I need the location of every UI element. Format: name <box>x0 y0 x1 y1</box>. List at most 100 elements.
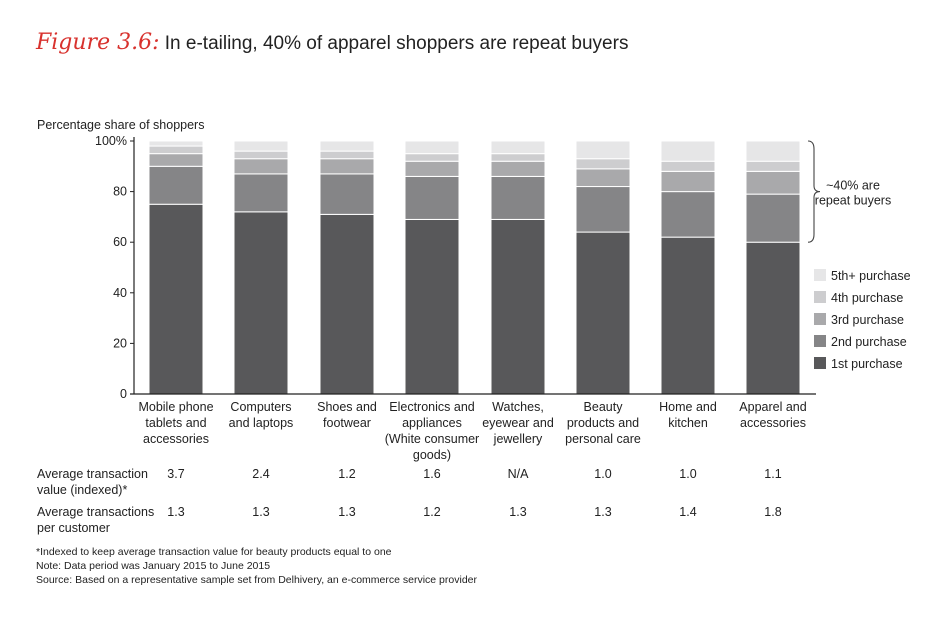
bar-segment-5th-purchase <box>319 140 375 152</box>
legend-label: 4th purchase <box>831 291 903 305</box>
x-category-label: footwear <box>323 416 371 430</box>
y-tick-label: 80 <box>113 185 127 199</box>
x-category-label: kitchen <box>668 416 708 430</box>
bar-segment-4th-purchase <box>148 145 204 155</box>
x-category-label: Beauty <box>584 400 624 414</box>
x-category-label: eyewear and <box>482 416 554 430</box>
bar-segment-5th-purchase <box>660 140 716 162</box>
x-category-label: products and <box>567 416 639 430</box>
bar-segment-1st-purchase <box>660 236 716 395</box>
x-category-label: tablets and <box>145 416 206 430</box>
legend-label: 1st purchase <box>831 357 903 371</box>
metric-row-label: Average transactions <box>37 505 154 519</box>
bar-segment-3rd-purchase <box>575 168 631 188</box>
x-category-label: Electronics and <box>389 400 475 414</box>
bar-segment-2nd-purchase <box>745 193 801 243</box>
x-category-label: (White consumer <box>385 432 479 446</box>
y-tick-label: 60 <box>113 235 127 249</box>
metric-value: 1.3 <box>338 505 355 519</box>
bar-segment-4th-purchase <box>575 158 631 170</box>
y-tick-label: 0 <box>120 387 127 401</box>
bar-segment-2nd-purchase <box>660 191 716 238</box>
bar-segment-2nd-purchase <box>575 186 631 233</box>
bar-segment-1st-purchase <box>745 241 801 395</box>
y-tick-label: 100% <box>95 134 127 148</box>
bar-segment-1st-purchase <box>490 218 546 395</box>
bar-segment-2nd-purchase <box>319 173 375 215</box>
bar-segment-4th-purchase <box>490 153 546 162</box>
bar-segment-2nd-purchase <box>490 175 546 220</box>
bar-segment-4th-purchase <box>745 160 801 172</box>
metric-value: 3.7 <box>167 467 184 481</box>
bar-segment-3rd-purchase <box>660 170 716 193</box>
metric-value: 1.3 <box>509 505 526 519</box>
footnote-indexed: *Indexed to keep average transaction val… <box>36 546 392 558</box>
legend-label: 3rd purchase <box>831 313 904 327</box>
legend-swatch <box>814 335 826 347</box>
x-category-label: accessories <box>740 416 806 430</box>
metric-row-label: value (indexed)* <box>37 483 127 497</box>
bar-segment-4th-purchase <box>319 150 375 160</box>
metric-value: 1.0 <box>679 467 696 481</box>
bar-segment-3rd-purchase <box>319 158 375 175</box>
metric-value: 1.3 <box>252 505 269 519</box>
metric-value: 1.8 <box>764 505 781 519</box>
bar-segment-3rd-purchase <box>148 153 204 167</box>
footnote-source: Source: Based on a representative sample… <box>36 574 477 586</box>
bar-segment-4th-purchase <box>660 160 716 172</box>
x-category-label: goods) <box>413 448 451 462</box>
metric-value: 1.1 <box>764 467 781 481</box>
x-category-label: Apparel and <box>739 400 806 414</box>
annotation-text: ~40% are <box>826 179 880 193</box>
y-tick-label: 40 <box>113 286 127 300</box>
bar-segment-1st-purchase <box>575 231 631 395</box>
figure-label: Figure 3.6: <box>36 30 160 55</box>
bar-segment-4th-purchase <box>233 150 289 160</box>
metric-value: 1.2 <box>423 505 440 519</box>
bar-segment-3rd-purchase <box>233 158 289 175</box>
y-axis-title: Percentage share of shoppers <box>37 118 204 132</box>
bar-segment-4th-purchase <box>404 153 460 162</box>
metric-value: 1.0 <box>594 467 611 481</box>
x-category-label: Computers <box>230 400 291 414</box>
legend-swatch <box>814 313 826 325</box>
legend-swatch <box>814 269 826 281</box>
bar-segment-3rd-purchase <box>745 170 801 195</box>
metric-value: 1.3 <box>594 505 611 519</box>
bar-segment-5th-purchase <box>490 140 546 155</box>
bar-segment-5th-purchase <box>575 140 631 160</box>
bar-segment-2nd-purchase <box>148 165 204 205</box>
chart-title: In e-tailing, 40% of apparel shoppers ar… <box>164 33 629 54</box>
x-category-label: Watches, <box>492 400 544 414</box>
metric-row-label: Average transaction <box>37 467 148 481</box>
bar-segment-5th-purchase <box>233 140 289 152</box>
bar-segment-2nd-purchase <box>233 173 289 213</box>
y-tick-label: 20 <box>113 336 127 350</box>
legend-label: 5th+ purchase <box>831 269 911 283</box>
x-category-label: Home and <box>659 400 717 414</box>
bar-segment-3rd-purchase <box>404 160 460 177</box>
bar-segment-5th-purchase <box>745 140 801 162</box>
repeat-buyers-brace <box>807 140 821 243</box>
metric-value: 1.6 <box>423 467 440 481</box>
bar-segment-5th-purchase <box>148 140 204 147</box>
bar-segment-3rd-purchase <box>490 160 546 177</box>
bar-segment-1st-purchase <box>148 203 204 395</box>
footnote-note: Note: Data period was January 2015 to Ju… <box>36 560 271 572</box>
metric-value: 2.4 <box>252 467 269 481</box>
legend-label: 2nd purchase <box>831 335 907 349</box>
bar-segment-1st-purchase <box>404 218 460 395</box>
bar-segment-5th-purchase <box>404 140 460 155</box>
x-category-label: and laptops <box>229 416 294 430</box>
metric-row-label: per customer <box>37 521 110 535</box>
x-category-label: appliances <box>402 416 462 430</box>
metric-value: 1.2 <box>338 467 355 481</box>
x-category-label: accessories <box>143 432 209 446</box>
bar-segment-1st-purchase <box>319 213 375 395</box>
bar-segment-2nd-purchase <box>404 175 460 220</box>
legend-swatch <box>814 291 826 303</box>
x-category-label: jewellery <box>493 432 543 446</box>
annotation-text: repeat buyers <box>815 194 891 208</box>
x-category-label: personal care <box>565 432 641 446</box>
